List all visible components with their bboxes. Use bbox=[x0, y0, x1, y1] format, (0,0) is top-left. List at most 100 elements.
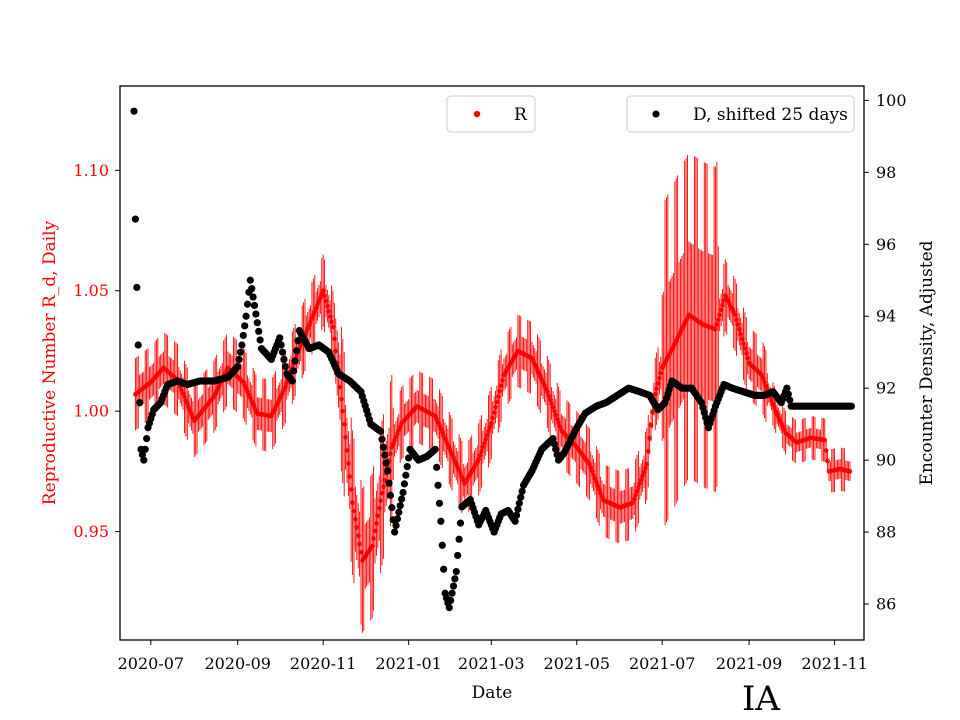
r-point bbox=[397, 424, 403, 429]
r-point bbox=[718, 307, 724, 313]
r-point bbox=[738, 331, 744, 337]
d-point bbox=[783, 384, 791, 392]
r-point bbox=[591, 472, 596, 478]
d-point bbox=[454, 551, 462, 560]
r-point bbox=[388, 451, 393, 457]
d-point bbox=[511, 517, 519, 525]
d-point bbox=[786, 396, 794, 404]
r-point bbox=[545, 389, 550, 395]
r-point bbox=[496, 394, 501, 399]
legend-r-frame bbox=[446, 95, 536, 133]
d-point bbox=[277, 341, 285, 349]
r-point bbox=[357, 541, 362, 547]
legend-r: R bbox=[446, 95, 536, 133]
state-label: IA bbox=[742, 679, 780, 719]
r-point bbox=[745, 355, 751, 361]
r-point bbox=[546, 393, 552, 399]
r-point bbox=[550, 405, 556, 410]
legend-r-marker bbox=[473, 110, 481, 118]
r-point bbox=[552, 408, 557, 414]
r-point bbox=[630, 500, 636, 506]
r-point bbox=[333, 348, 339, 354]
r-point bbox=[358, 549, 364, 555]
r-point bbox=[847, 469, 853, 474]
r-point bbox=[312, 309, 318, 314]
r-point bbox=[634, 488, 640, 494]
d-point bbox=[400, 480, 409, 488]
y-axis-left: 0.95 1.00 1.05 1.10 bbox=[73, 161, 120, 541]
d-point bbox=[239, 331, 247, 340]
y-right-tick-label: 96 bbox=[876, 235, 896, 254]
r-point bbox=[381, 484, 386, 489]
y-right-tick-label: 86 bbox=[876, 595, 896, 614]
r-point bbox=[332, 336, 337, 342]
d-point bbox=[236, 348, 245, 356]
d-point bbox=[403, 463, 411, 471]
r-point bbox=[283, 384, 288, 390]
d-point bbox=[440, 565, 448, 573]
r-point bbox=[598, 490, 603, 496]
r-point bbox=[355, 533, 361, 539]
r-point bbox=[389, 445, 395, 450]
r-point bbox=[344, 448, 350, 453]
d-point bbox=[518, 487, 526, 495]
r-point bbox=[732, 312, 738, 318]
r-point bbox=[557, 424, 563, 429]
d-point bbox=[395, 508, 403, 516]
d-point bbox=[449, 582, 458, 590]
d-point bbox=[552, 445, 560, 453]
r-point bbox=[714, 322, 720, 327]
d-point bbox=[517, 493, 525, 501]
d-point bbox=[138, 451, 147, 459]
r-point bbox=[772, 405, 777, 410]
r-point bbox=[341, 421, 347, 427]
d-point bbox=[249, 293, 257, 301]
r-point bbox=[742, 346, 748, 351]
r-point bbox=[396, 427, 402, 433]
d-point bbox=[130, 107, 138, 115]
r-point bbox=[339, 396, 344, 402]
y-left-tick-label: 1.05 bbox=[73, 281, 109, 300]
d-point bbox=[549, 434, 557, 443]
legend-d: D, shifted 25 days bbox=[626, 95, 855, 133]
r-point bbox=[654, 386, 659, 391]
r-point bbox=[554, 416, 560, 422]
r-point bbox=[643, 465, 648, 471]
r-point bbox=[825, 458, 830, 464]
r-point bbox=[488, 420, 494, 426]
r-point bbox=[631, 496, 637, 502]
r-point bbox=[346, 461, 351, 466]
r-point bbox=[549, 401, 554, 406]
r-point bbox=[480, 445, 486, 450]
r-point bbox=[313, 305, 319, 311]
d-point bbox=[278, 348, 287, 356]
x-tick-label: 2021-05 bbox=[544, 654, 610, 673]
r-point bbox=[717, 312, 722, 318]
d-point bbox=[512, 511, 521, 519]
d-point bbox=[379, 443, 388, 451]
x-tick-label: 2021-09 bbox=[716, 654, 782, 673]
d-point bbox=[448, 589, 456, 597]
r-point bbox=[395, 431, 400, 436]
r-point bbox=[493, 404, 498, 410]
y-axis-right-title: Encounter Density, Adjusted bbox=[917, 240, 937, 485]
r-point bbox=[374, 521, 379, 526]
r-point bbox=[392, 438, 397, 443]
r-point bbox=[769, 398, 774, 403]
r-point bbox=[322, 293, 327, 299]
d-point bbox=[405, 454, 413, 462]
y-left-tick-label: 1.00 bbox=[73, 402, 109, 421]
d-point bbox=[456, 519, 465, 527]
r-point bbox=[316, 298, 322, 304]
d-point bbox=[452, 568, 460, 576]
r-point bbox=[354, 525, 360, 530]
r-point bbox=[648, 422, 654, 428]
r-point bbox=[343, 435, 348, 440]
d-point bbox=[550, 440, 558, 448]
d-point bbox=[250, 301, 259, 310]
r-point bbox=[320, 288, 326, 294]
r-point bbox=[348, 487, 354, 492]
d-point bbox=[385, 479, 393, 487]
legend-d-marker bbox=[652, 110, 660, 118]
